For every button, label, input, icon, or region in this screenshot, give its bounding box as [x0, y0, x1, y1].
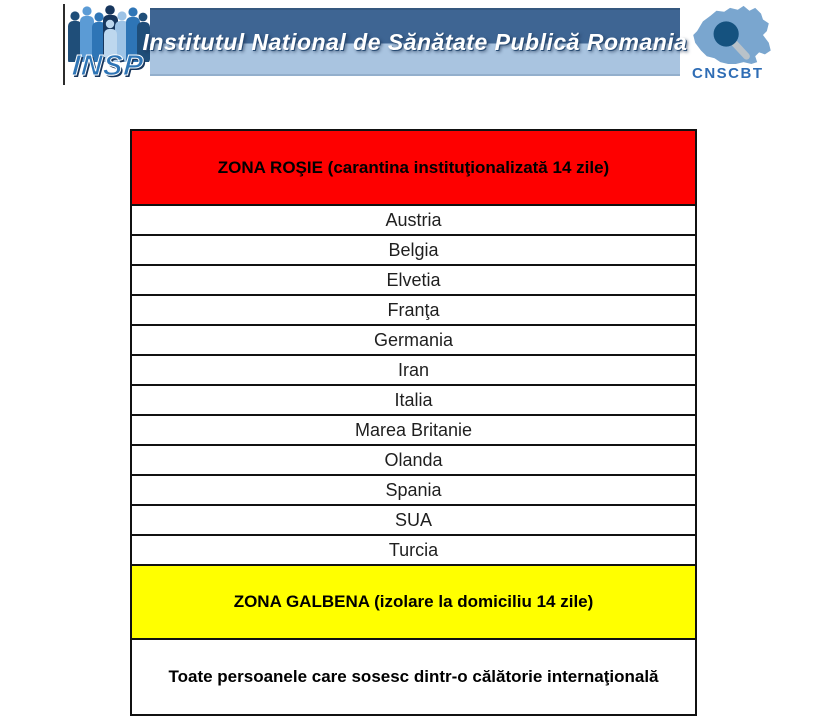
- country-row: Marea Britanie: [132, 416, 695, 446]
- romania-map-magnifier-icon: [693, 5, 771, 64]
- title-banner: Institutul National de Sănătate Publică …: [143, 8, 687, 76]
- magnifier-handle: [731, 40, 750, 60]
- cnscbt-logo-label: CNSCBT: [692, 65, 764, 82]
- yellow-zone-header: ZONA GALBENA (izolare la domiciliu 14 zi…: [132, 566, 695, 640]
- people-group-icon: [68, 5, 150, 62]
- country-row: Turcia: [132, 536, 695, 566]
- insp-logo-label: INSP: [71, 50, 146, 83]
- country-row: Belgia: [132, 236, 695, 266]
- country-row: Olanda: [132, 446, 695, 476]
- red-zone-header: ZONA ROŞIE (carantina instituţionalizată…: [132, 131, 695, 206]
- country-row: Germania: [132, 326, 695, 356]
- country-row: Austria: [132, 206, 695, 236]
- red-zone-country-list: Austria Belgia Elvetia Franţa Germania I…: [132, 206, 695, 566]
- country-row: Elvetia: [132, 266, 695, 296]
- magnifier-lens: [713, 21, 739, 47]
- insp-logo: INSP: [65, 4, 151, 85]
- yellow-zone-row: Toate persoanele care sosesc dintr-o căl…: [132, 640, 695, 714]
- institute-title: Institutul National de Sănătate Publică …: [142, 28, 688, 55]
- divider-line: [63, 4, 65, 85]
- zones-table: ZONA ROŞIE (carantina instituţionalizată…: [130, 129, 697, 716]
- country-row: Franţa: [132, 296, 695, 326]
- country-row: Spania: [132, 476, 695, 506]
- country-row: Italia: [132, 386, 695, 416]
- country-row: SUA: [132, 506, 695, 536]
- cnscbt-logo: CNSCBT: [686, 2, 776, 82]
- country-row: Iran: [132, 356, 695, 386]
